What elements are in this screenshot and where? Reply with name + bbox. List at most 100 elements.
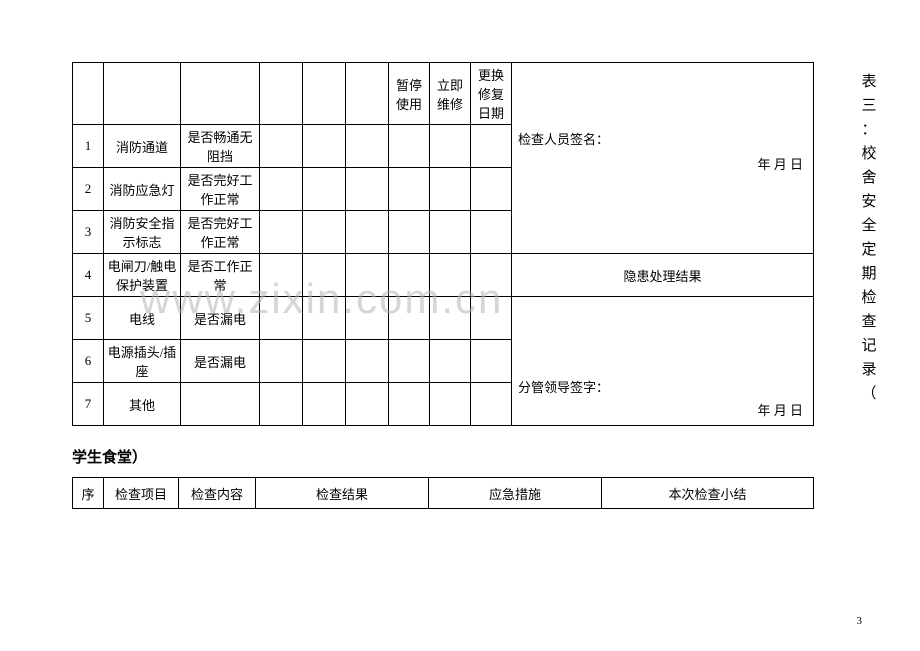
hdr-content — [181, 63, 260, 125]
sub-hdr-item: 检查项目 — [104, 478, 179, 509]
row-res2 — [303, 211, 346, 254]
row-act3 — [471, 383, 512, 426]
row-act2 — [430, 340, 471, 383]
check-sign-label: 检查人员签名： — [518, 129, 807, 148]
row-act3 — [471, 340, 512, 383]
row-num: 7 — [73, 383, 104, 426]
row-act2 — [430, 254, 471, 297]
row-act3 — [471, 125, 512, 168]
row-res1 — [260, 297, 303, 340]
row-item: 其他 — [104, 383, 181, 426]
leader-sign-date: 年 月 日 — [518, 400, 807, 419]
row-act1 — [389, 383, 430, 426]
table-row: 5 电线 是否漏电 分管领导签字： 年 月 日 — [73, 297, 814, 340]
row-num: 3 — [73, 211, 104, 254]
row-act3 — [471, 254, 512, 297]
vt-char: 期 — [861, 262, 877, 286]
hdr-act3: 更换修复日期 — [471, 63, 512, 125]
row-act3 — [471, 211, 512, 254]
vt-char: 录 — [861, 358, 877, 382]
leader-signature-cell: 分管领导签字： 年 月 日 — [512, 297, 814, 426]
row-res2 — [303, 125, 346, 168]
hdr-res1 — [260, 63, 303, 125]
row-res2 — [303, 254, 346, 297]
vt-char: 检 — [861, 286, 877, 310]
row-res3 — [346, 125, 389, 168]
row-res1 — [260, 254, 303, 297]
section2-title: 学生食堂） — [72, 446, 852, 467]
vt-char: 三 — [861, 94, 877, 118]
vt-char: 记 — [861, 334, 877, 358]
hdr-res3 — [346, 63, 389, 125]
row-num: 2 — [73, 168, 104, 211]
table-row: 4 电闸刀/触电保护装置 是否工作正常 隐患处理结果 — [73, 254, 814, 297]
hdr-res2 — [303, 63, 346, 125]
hdr-item — [104, 63, 181, 125]
check-signature-cell: 检查人员签名： 年 月 日 — [512, 63, 814, 254]
sub-table: 序 检查项目 检查内容 检查结果 应急措施 本次检查小结 — [72, 477, 814, 509]
vt-char: 安 — [861, 190, 877, 214]
hdr-num — [73, 63, 104, 125]
vt-char: （ — [861, 382, 877, 406]
row-res1 — [260, 168, 303, 211]
row-res3 — [346, 297, 389, 340]
row-act2 — [430, 211, 471, 254]
row-res3 — [346, 168, 389, 211]
hazard-result-cell: 隐患处理结果 — [512, 254, 814, 297]
inspection-table: 暂停使用 立即维修 更换修复日期 检查人员签名： 年 月 日 1 消防通道 是否… — [72, 62, 814, 426]
sub-header-row: 序 检查项目 检查内容 检查结果 应急措施 本次检查小结 — [73, 478, 814, 509]
check-sign-date: 年 月 日 — [518, 154, 807, 173]
row-content: 是否完好工作正常 — [181, 211, 260, 254]
hdr-act2: 立即维修 — [430, 63, 471, 125]
vt-char: 查 — [861, 310, 877, 334]
table-header-row: 暂停使用 立即维修 更换修复日期 检查人员签名： 年 月 日 — [73, 63, 814, 125]
sub-hdr-content: 检查内容 — [179, 478, 256, 509]
row-res2 — [303, 297, 346, 340]
row-act1 — [389, 211, 430, 254]
row-act1 — [389, 254, 430, 297]
row-act2 — [430, 297, 471, 340]
row-num: 5 — [73, 297, 104, 340]
sub-hdr-action: 应急措施 — [429, 478, 602, 509]
row-num: 1 — [73, 125, 104, 168]
row-res3 — [346, 340, 389, 383]
row-item: 电线 — [104, 297, 181, 340]
row-res1 — [260, 340, 303, 383]
row-act1 — [389, 168, 430, 211]
row-content: 是否工作正常 — [181, 254, 260, 297]
row-res1 — [260, 211, 303, 254]
row-act1 — [389, 125, 430, 168]
row-act1 — [389, 297, 430, 340]
row-act3 — [471, 297, 512, 340]
row-act2 — [430, 125, 471, 168]
row-act2 — [430, 383, 471, 426]
row-item: 消防通道 — [104, 125, 181, 168]
row-item: 消防安全指示标志 — [104, 211, 181, 254]
page-content: 暂停使用 立即维修 更换修复日期 检查人员签名： 年 月 日 1 消防通道 是否… — [72, 62, 852, 509]
row-content: 是否漏电 — [181, 297, 260, 340]
sub-hdr-num: 序 — [73, 478, 104, 509]
row-res2 — [303, 340, 346, 383]
row-item: 消防应急灯 — [104, 168, 181, 211]
row-act1 — [389, 340, 430, 383]
row-res2 — [303, 168, 346, 211]
row-content: 是否完好工作正常 — [181, 168, 260, 211]
row-res3 — [346, 254, 389, 297]
hdr-act1: 暂停使用 — [389, 63, 430, 125]
vt-char: 定 — [861, 238, 877, 262]
sub-hdr-summary: 本次检查小结 — [602, 478, 814, 509]
vt-char: 校 — [861, 142, 877, 166]
row-item: 电源插头/插座 — [104, 340, 181, 383]
row-act3 — [471, 168, 512, 211]
row-res1 — [260, 383, 303, 426]
page-number: 3 — [857, 615, 863, 627]
vertical-title: 表 三 ： 校 舍 安 全 定 期 检 查 记 录 （ — [861, 70, 877, 406]
vt-char: 表 — [861, 70, 877, 94]
row-act2 — [430, 168, 471, 211]
vt-char: 全 — [861, 214, 877, 238]
row-num: 6 — [73, 340, 104, 383]
row-res1 — [260, 125, 303, 168]
row-content — [181, 383, 260, 426]
row-content: 是否畅通无阻挡 — [181, 125, 260, 168]
row-res3 — [346, 211, 389, 254]
